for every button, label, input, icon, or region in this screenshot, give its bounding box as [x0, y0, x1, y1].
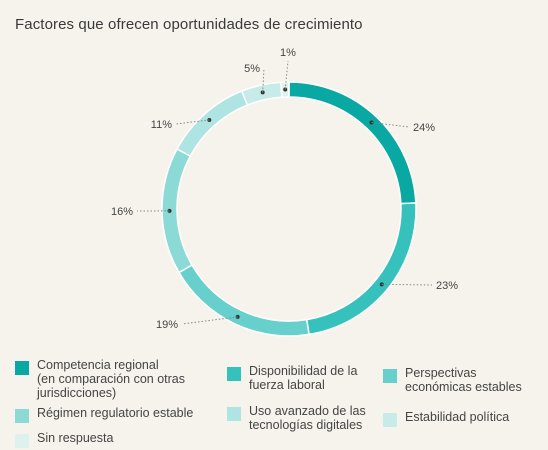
donut-slice	[161, 148, 194, 274]
legend-swatch	[227, 367, 241, 381]
value-label: 19%	[156, 319, 178, 331]
value-label: 5%	[244, 63, 260, 75]
value-label: 1%	[280, 47, 296, 59]
legend-label: Perspectivas económicas estables	[405, 366, 522, 394]
leader-line	[371, 122, 410, 128]
legend-item: Competencia regional (en comparación con…	[15, 358, 185, 400]
value-label: 16%	[111, 206, 133, 218]
legend-swatch	[227, 407, 241, 421]
legend-swatch	[383, 369, 397, 383]
legend-item: Estabilidad política	[383, 410, 509, 427]
leader-line	[381, 283, 433, 286]
donut-slice	[288, 81, 417, 205]
donut-slice	[305, 202, 417, 336]
legend-item: Sin respuesta	[15, 431, 113, 448]
legend-label: Disponibilidad de la fuerza laboral	[249, 364, 358, 392]
legend-item: Disponibilidad de la fuerza laboral	[227, 364, 357, 392]
legend-label: Competencia regional (en comparación con…	[37, 358, 185, 400]
legend-swatch	[15, 434, 29, 448]
chart-title: Factores que ofrecen oportunidades de cr…	[15, 16, 363, 33]
legend-label: Estabilidad política	[405, 410, 510, 424]
donut-slice	[176, 90, 249, 158]
value-label: 23%	[436, 280, 458, 292]
leader-line	[181, 316, 238, 325]
leader-line	[262, 67, 265, 93]
value-label: 24%	[413, 122, 435, 134]
legend-swatch	[15, 361, 29, 375]
value-label: 11%	[151, 119, 172, 131]
legend-swatch	[383, 413, 397, 427]
legend-label: Régimen regulatorio estable	[37, 406, 194, 420]
legend-item: Uso avanzado de las tecnologías digitale…	[227, 404, 366, 432]
legend-label: Sin respuesta	[37, 431, 114, 445]
leader-line	[284, 60, 289, 90]
donut-slice	[177, 263, 310, 337]
legend-item: Régimen regulatorio estable	[15, 406, 193, 423]
legend-label: Uso avanzado de las tecnologías digitale…	[249, 404, 366, 432]
legend-item: Perspectivas económicas estables	[383, 366, 522, 394]
legend-swatch	[15, 409, 29, 423]
